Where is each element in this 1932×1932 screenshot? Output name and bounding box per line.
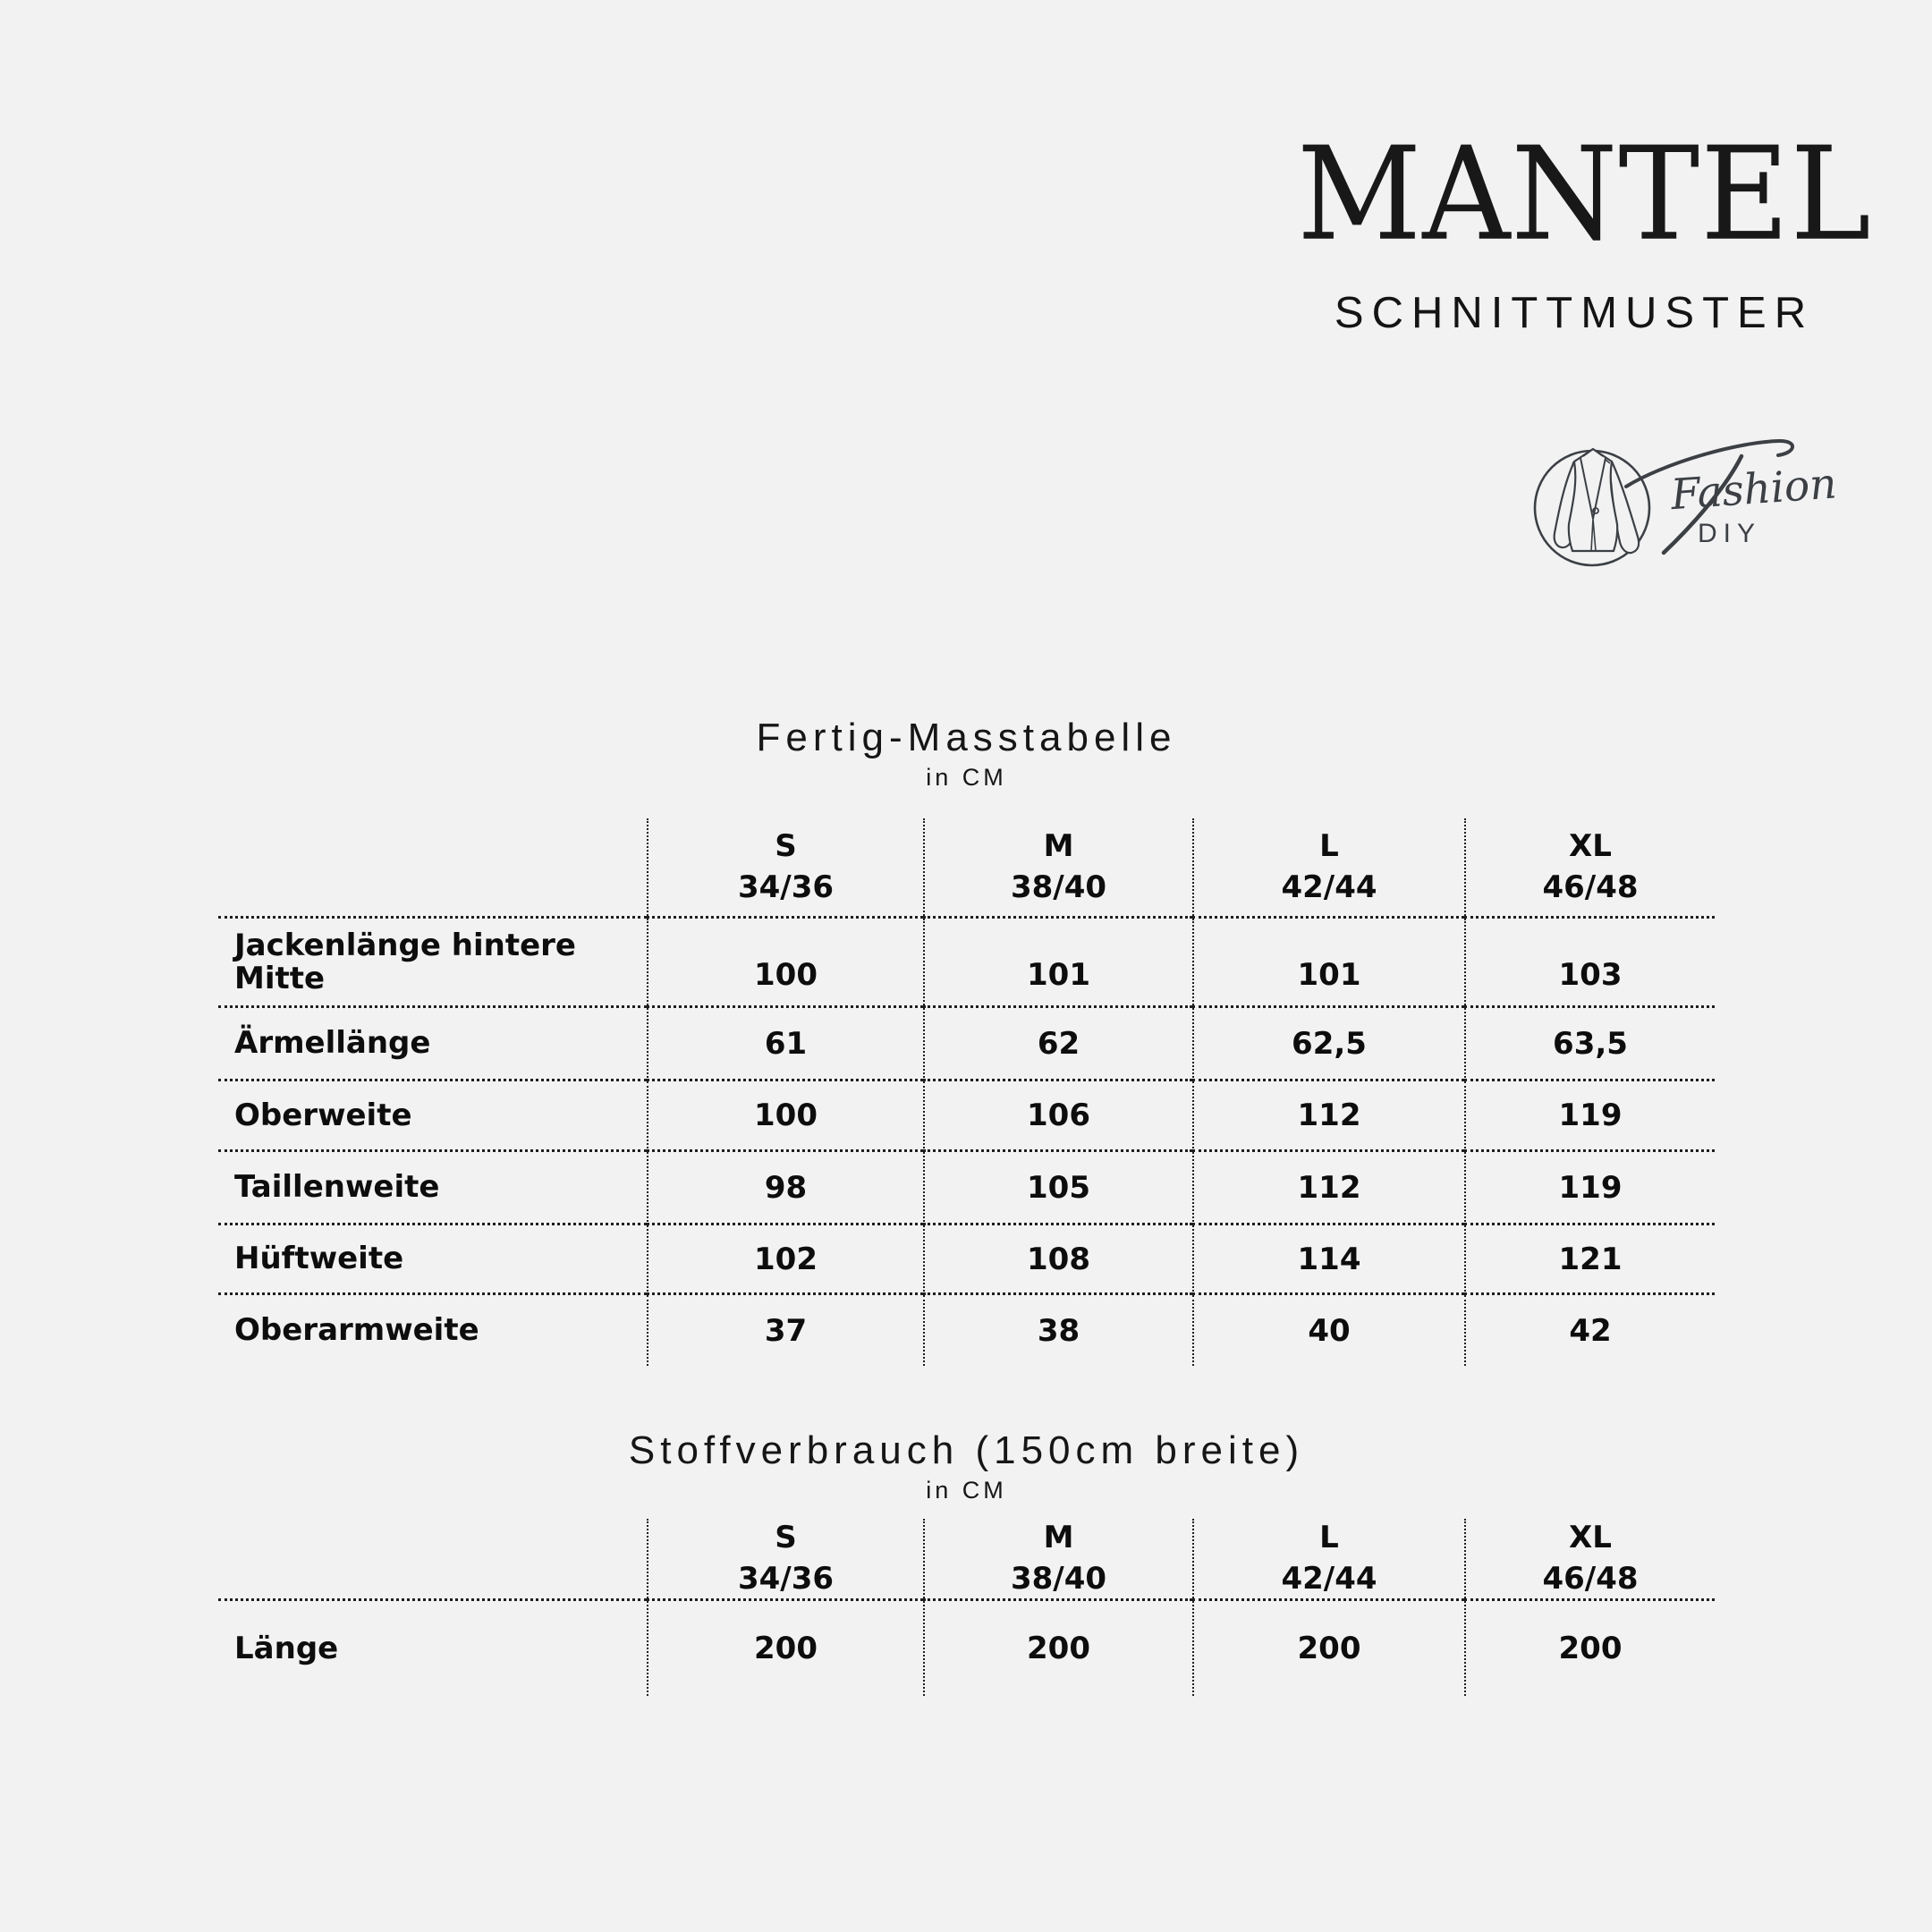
row-label: Oberweite xyxy=(218,1081,647,1152)
table2-title: Stoffverbrauch (150cm breite) xyxy=(628,1428,1305,1472)
cell-value: 62 xyxy=(923,1008,1192,1081)
fabric-consumption-table: S 34/36 M 38/40 L 42/44 XL 46/48 Länge 2… xyxy=(218,1519,1715,1696)
cell-value: 100 xyxy=(647,919,923,1008)
brand-subtitle: SCHNITTMUSTER xyxy=(1334,289,1815,337)
cell-value: 200 xyxy=(647,1601,923,1696)
col-header-m: M 38/40 xyxy=(923,1519,1192,1601)
cell-value: 101 xyxy=(1192,919,1464,1008)
col-header-xl: XL 46/48 xyxy=(1464,818,1715,919)
row-label: Hüftweite xyxy=(218,1225,647,1295)
cell-value: 200 xyxy=(1192,1601,1464,1696)
row-label: Ärmellänge xyxy=(218,1008,647,1081)
cell-value: 112 xyxy=(1192,1152,1464,1225)
cell-value: 105 xyxy=(923,1152,1192,1225)
size-label: S xyxy=(775,1519,797,1555)
cell-value: 112 xyxy=(1192,1081,1464,1152)
row-label: Länge xyxy=(234,1630,339,1666)
cell-value: 37 xyxy=(647,1295,923,1366)
size-chart-sheet: Fertig-Masstabelle in CM S 34/36 M 38/40… xyxy=(218,716,1715,1696)
size-range: 38/40 xyxy=(1010,869,1107,905)
cell-value: 40 xyxy=(1192,1295,1464,1366)
size-range: 46/48 xyxy=(1542,869,1639,905)
cell-value: 108 xyxy=(923,1225,1192,1295)
size-range: 46/48 xyxy=(1542,1560,1639,1597)
col-header-l: L 42/44 xyxy=(1192,1519,1464,1601)
table2-unit: in CM xyxy=(926,1477,1007,1504)
size-range: 34/36 xyxy=(737,869,835,905)
size-label: L xyxy=(1319,1519,1339,1555)
row-label: Oberarmweite xyxy=(234,1312,479,1349)
col-header-xl: XL 46/48 xyxy=(1464,1519,1715,1601)
table1-title: Fertig-Masstabelle xyxy=(756,716,1177,759)
brand-logo: Fashion DIY xyxy=(1521,419,1869,606)
cell-value: 103 xyxy=(1464,919,1715,1008)
size-label: L xyxy=(1319,827,1339,864)
logo-diy-label: DIY xyxy=(1698,519,1762,548)
size-label: S xyxy=(775,827,797,864)
size-range: 34/36 xyxy=(737,1560,835,1597)
brand-title: MANTEL xyxy=(1297,120,1872,270)
size-label: XL xyxy=(1569,1519,1612,1555)
col-header-s: S 34/36 xyxy=(647,818,923,919)
cell-value: 119 xyxy=(1464,1081,1715,1152)
cell-value: 38 xyxy=(923,1295,1192,1366)
table1-unit: in CM xyxy=(926,764,1007,791)
cell-value: 100 xyxy=(647,1081,923,1152)
corner-cell xyxy=(218,818,647,919)
cell-value: 62,5 xyxy=(1192,1008,1464,1081)
size-range: 42/44 xyxy=(1281,869,1377,905)
col-header-l: L 42/44 xyxy=(1192,818,1464,919)
cell-value: 42 xyxy=(1464,1295,1715,1366)
cell-value: 106 xyxy=(923,1081,1192,1152)
col-header-m: M 38/40 xyxy=(923,818,1192,919)
cell-value: 101 xyxy=(923,919,1192,1008)
cell-value: 98 xyxy=(647,1152,923,1225)
size-label: M xyxy=(1043,827,1074,864)
cell-value: 121 xyxy=(1464,1225,1715,1295)
cell-value: 119 xyxy=(1464,1152,1715,1225)
brand-block: MANTEL SCHNITTMUSTER xyxy=(1297,120,1872,338)
corner-cell xyxy=(218,1519,647,1601)
row-label: Taillenweite xyxy=(218,1152,647,1225)
col-header-s: S 34/36 xyxy=(647,1519,923,1601)
size-range: 42/44 xyxy=(1281,1560,1377,1597)
cell-value: 114 xyxy=(1192,1225,1464,1295)
size-label: XL xyxy=(1569,827,1612,864)
size-label: M xyxy=(1043,1519,1074,1555)
jacket-icon xyxy=(1533,438,1794,567)
cell-value: 200 xyxy=(1464,1601,1715,1696)
row-label: Jackenlänge hintere Mitte xyxy=(218,919,647,1008)
cell-value: 200 xyxy=(923,1601,1192,1696)
cell-value: 61 xyxy=(647,1008,923,1081)
finished-measurements-table: S 34/36 M 38/40 L 42/44 XL 46/48 Jackenl… xyxy=(218,818,1715,1366)
cell-value: 63,5 xyxy=(1464,1008,1715,1081)
cell-value: 102 xyxy=(647,1225,923,1295)
size-range: 38/40 xyxy=(1010,1560,1107,1597)
